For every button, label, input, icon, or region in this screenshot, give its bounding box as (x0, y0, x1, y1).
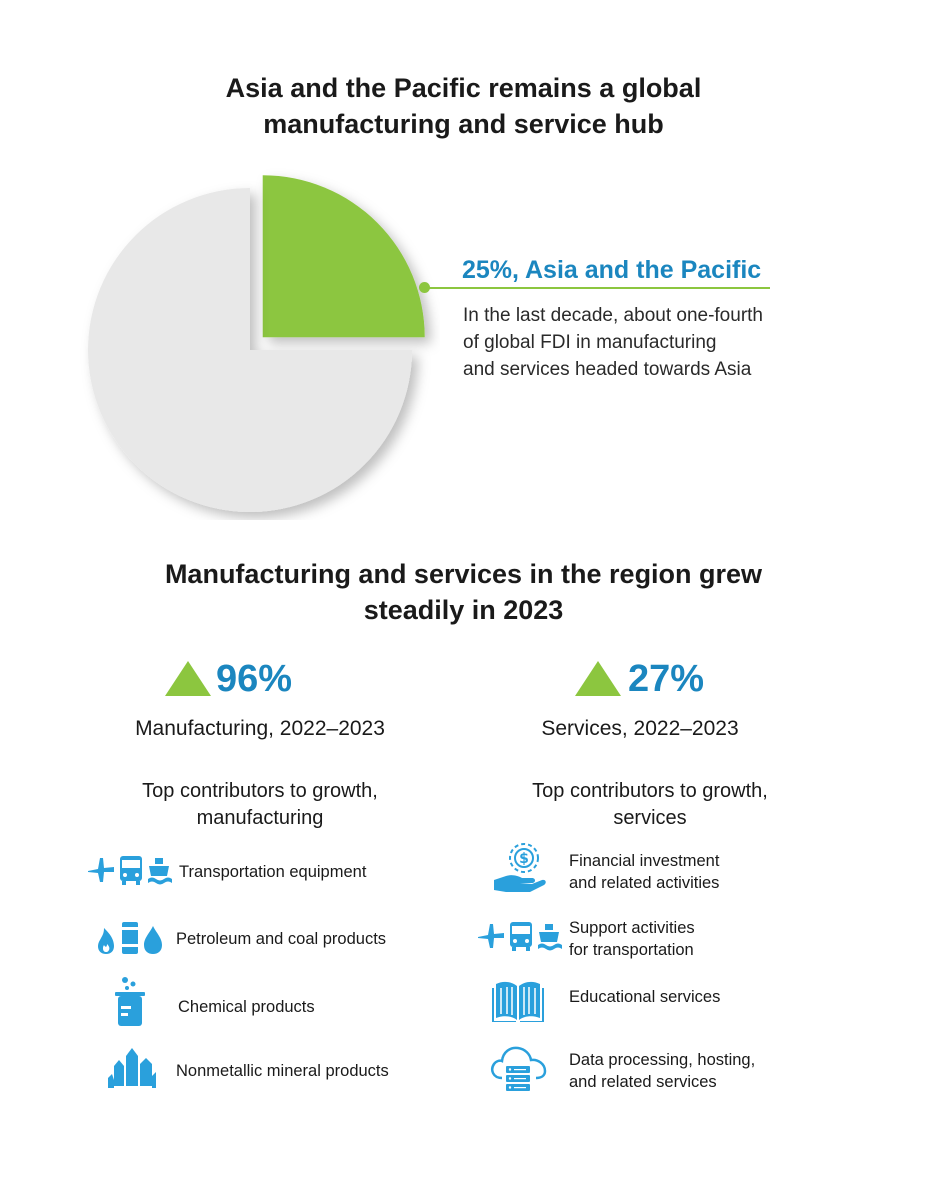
svg-text:$: $ (519, 851, 529, 867)
section-title-line-2: steadily in 2023 (363, 595, 564, 625)
callout-title: 25%, Asia and the Pacific (462, 256, 762, 284)
services-contributors-line-2: services (613, 807, 687, 829)
services-item-1: Financial investment and related activit… (569, 850, 719, 894)
callout-line-3: and services headed towards Asia (463, 359, 752, 380)
callout-line-2: of global FDI in manufacturing (463, 332, 717, 353)
chart-title-text: Asia and the Pacific remains a global ma… (225, 73, 702, 139)
dollar-hand-icon: $ (494, 843, 546, 892)
manufacturing-item-1: Transportation equipment (179, 863, 367, 881)
crystal-icon (108, 1048, 156, 1088)
pie-slice-asia-pacific (262, 175, 425, 338)
callout-line-1: In the last decade, about one-fourth (463, 305, 763, 326)
transport-icon (88, 856, 172, 885)
pie-chart (88, 175, 425, 512)
manufacturing-contributors-line-2: manufacturing (196, 807, 324, 829)
services-growth-value: 27% (628, 658, 705, 700)
manufacturing-contributors-line-1: Top contributors to growth, (142, 780, 378, 802)
manufacturing-item-3: Chemical products (178, 998, 315, 1016)
callout-text: In the last decade, about one-fourth of … (463, 302, 823, 383)
cloud-server-icon (491, 1046, 547, 1091)
transport-icon (478, 922, 562, 951)
services-item-2-line-1: Support activities (569, 919, 695, 937)
manufacturing-contributors-title: Top contributors to growth, manufacturin… (90, 778, 430, 832)
section-title: Manufacturing and services in the region… (0, 556, 927, 628)
services-item-2: Support activities for transportation (569, 917, 695, 961)
beaker-icon (115, 977, 145, 1026)
services-item-2-line-2: for transportation (569, 941, 694, 959)
manufacturing-item-4: Nonmetallic mineral products (176, 1062, 389, 1080)
manufacturing-item-2: Petroleum and coal products (176, 930, 387, 948)
callout-line (424, 287, 770, 289)
services-item-3: Educational services (569, 988, 721, 1006)
services-label: Services, 2022–2023 (541, 717, 739, 740)
up-triangle-icon (575, 661, 621, 696)
services-contributors-title: Top contributors to growth, services (480, 778, 820, 832)
section-title-line-1: Manufacturing and services in the region… (164, 559, 763, 589)
services-item-4: Data processing, hosting, and related se… (569, 1049, 755, 1093)
services-contributors-line-1: Top contributors to growth, (532, 780, 768, 802)
services-item-4-line-1: Data processing, hosting, (569, 1051, 756, 1069)
services-item-1-line-1: Financial investment (569, 852, 720, 870)
up-triangle-icon (165, 661, 211, 696)
chart-title: Asia and the Pacific remains a global ma… (0, 70, 927, 142)
pie-slice-rest-of-world (88, 188, 412, 512)
manufacturing-growth-value: 96% (216, 658, 293, 700)
services-item-4-line-2: and related services (569, 1073, 717, 1091)
petroleum-coal-icon (98, 922, 162, 954)
book-icon (492, 981, 544, 1022)
services-item-1-line-2: and related activities (569, 874, 720, 892)
manufacturing-label: Manufacturing, 2022–2023 (135, 717, 385, 740)
